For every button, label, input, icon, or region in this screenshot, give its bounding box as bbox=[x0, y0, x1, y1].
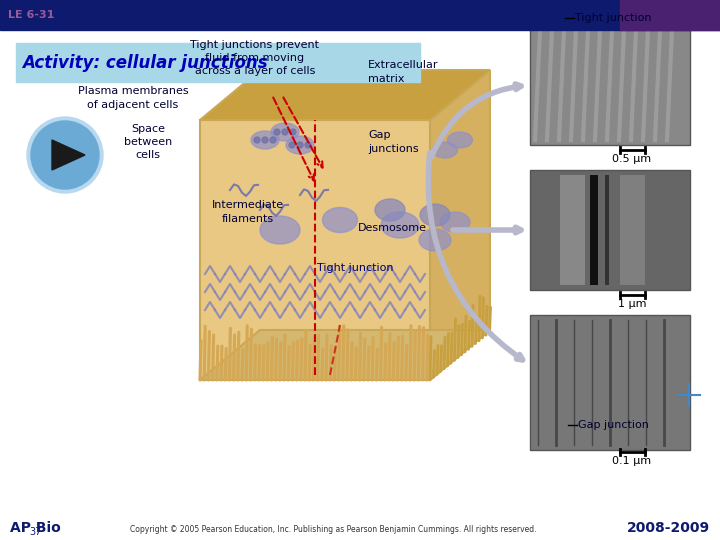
Bar bbox=[590, 175, 598, 285]
Text: Plasma membranes
of adjacent cells: Plasma membranes of adjacent cells bbox=[78, 86, 189, 110]
Circle shape bbox=[289, 142, 295, 148]
Polygon shape bbox=[430, 70, 490, 380]
Ellipse shape bbox=[286, 136, 314, 154]
Circle shape bbox=[270, 137, 276, 143]
Text: Intermediate
filaments: Intermediate filaments bbox=[212, 200, 284, 224]
Bar bbox=[620, 0, 720, 30]
Circle shape bbox=[297, 142, 303, 148]
Text: 0.5 μm: 0.5 μm bbox=[613, 154, 652, 164]
FancyBboxPatch shape bbox=[16, 43, 420, 82]
Text: Space
between
cells: Space between cells bbox=[124, 124, 172, 160]
Text: AP Bio: AP Bio bbox=[10, 521, 60, 535]
Polygon shape bbox=[52, 140, 85, 170]
Text: Desmosome: Desmosome bbox=[358, 223, 427, 233]
Text: Extracellular
matrix: Extracellular matrix bbox=[368, 60, 438, 84]
Ellipse shape bbox=[260, 216, 300, 244]
Text: 0.1 μm: 0.1 μm bbox=[613, 456, 652, 466]
Circle shape bbox=[290, 129, 296, 135]
Circle shape bbox=[254, 137, 260, 143]
Text: 1 μm: 1 μm bbox=[618, 299, 647, 309]
Text: Tight junction: Tight junction bbox=[575, 13, 652, 23]
Text: Tight junction: Tight junction bbox=[317, 263, 393, 273]
Circle shape bbox=[305, 142, 311, 148]
Ellipse shape bbox=[381, 212, 419, 238]
Circle shape bbox=[262, 137, 268, 143]
Bar bbox=[560, 175, 585, 285]
Text: Tight junctions prevent
fluid from moving
across a layer of cells: Tight junctions prevent fluid from movin… bbox=[191, 40, 320, 76]
Polygon shape bbox=[200, 70, 490, 120]
Circle shape bbox=[274, 129, 280, 135]
Bar bbox=[0, 0, 720, 30]
Text: Gap junction: Gap junction bbox=[578, 420, 649, 430]
Ellipse shape bbox=[375, 199, 405, 221]
Ellipse shape bbox=[271, 123, 299, 141]
Circle shape bbox=[282, 129, 288, 135]
Bar bbox=[530, 170, 690, 290]
Ellipse shape bbox=[433, 142, 457, 158]
Text: Activity: cellular junctions: Activity: cellular junctions bbox=[22, 54, 268, 72]
Circle shape bbox=[31, 121, 99, 189]
Ellipse shape bbox=[251, 131, 279, 149]
Circle shape bbox=[27, 117, 103, 193]
Text: 37: 37 bbox=[29, 527, 41, 537]
Bar bbox=[605, 175, 609, 285]
Bar bbox=[620, 175, 645, 285]
Ellipse shape bbox=[448, 132, 472, 148]
Polygon shape bbox=[200, 330, 490, 380]
Ellipse shape bbox=[420, 204, 450, 226]
Bar bbox=[530, 25, 690, 145]
Text: Gap
junctions: Gap junctions bbox=[368, 130, 418, 153]
Text: 2008-2009: 2008-2009 bbox=[627, 521, 710, 535]
Ellipse shape bbox=[440, 212, 470, 232]
Ellipse shape bbox=[323, 207, 358, 233]
Bar bbox=[530, 315, 690, 450]
Polygon shape bbox=[200, 120, 430, 380]
Ellipse shape bbox=[419, 229, 451, 251]
Text: Copyright © 2005 Pearson Education, Inc. Publishing as Pearson Benjamin Cummings: Copyright © 2005 Pearson Education, Inc.… bbox=[130, 525, 536, 535]
Text: LE 6-31: LE 6-31 bbox=[8, 10, 55, 20]
